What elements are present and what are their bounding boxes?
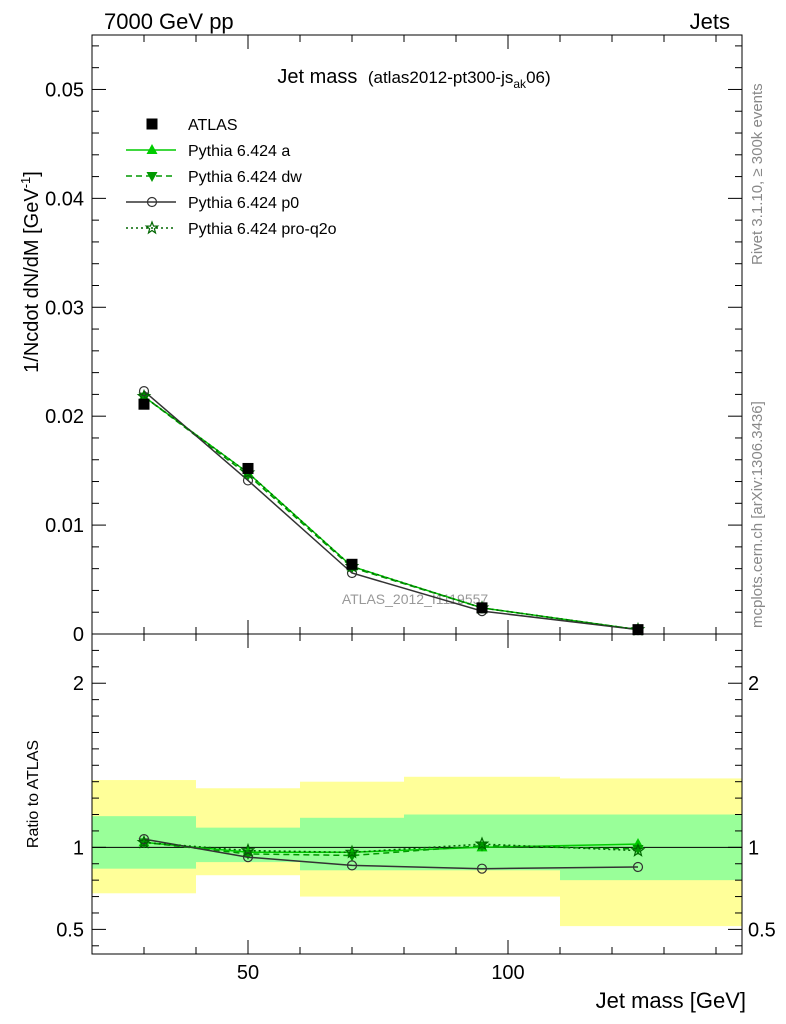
x-tick-label: 50 bbox=[237, 962, 259, 984]
main-y-axis-label: 1/Ncdot dN/dM [GeV-1] bbox=[18, 171, 43, 373]
main-y-axis-label-sup: -1 bbox=[18, 177, 33, 189]
ratio-y-tick-label-right: 2 bbox=[748, 673, 759, 695]
main-subtitle-end: 06) bbox=[526, 68, 551, 87]
ratio-y-tick-label-right: 0.5 bbox=[748, 919, 776, 941]
main-title: Jet mass (atlas2012-pt300-jsak06) bbox=[277, 66, 550, 91]
main-subtitle: (atlas2012-pt300-js bbox=[368, 68, 514, 87]
ratio-point-pythia-6-424-p0 bbox=[632, 861, 644, 873]
ratio-line-pythia-6-424-p0 bbox=[143, 838, 639, 870]
analysis-watermark: ATLAS_2012_I1119557 bbox=[342, 591, 489, 607]
ratio-band-inner bbox=[300, 817, 404, 871]
legend-label-pythia-6-424-pro-q2o: Pythia 6.424 pro-q2o bbox=[188, 221, 337, 238]
main-y-tick-label: 0.03 bbox=[45, 297, 84, 319]
main-y-tick-label: 0.04 bbox=[45, 188, 84, 210]
main-y-tick-label: 0.05 bbox=[45, 79, 84, 101]
legend: ATLAS Pythia 6.424 a Pythia 6.424 dw Pythia… bbox=[126, 117, 337, 238]
legend-marker-pythia-6-424-p0 bbox=[146, 196, 158, 208]
legend-label-pythia-6-424-dw: Pythia 6.424 dw bbox=[188, 169, 302, 186]
ratio-plot-frame bbox=[91, 633, 743, 955]
legend-marker-atlas bbox=[146, 118, 158, 130]
main-point-atlas bbox=[138, 398, 150, 410]
ratio-point-pythia-6-424-pro-q2o bbox=[630, 842, 646, 857]
rivet-version-label: Rivet 3.1.10, ≥ 300k events bbox=[749, 83, 766, 265]
ratio-y-tick-label-left: 1 bbox=[73, 837, 84, 859]
ratio-y-tick-label-left: 0.5 bbox=[56, 919, 84, 941]
main-point-atlas bbox=[346, 558, 358, 570]
main-point-atlas bbox=[476, 602, 488, 614]
main-y-axis-label-end: ] bbox=[21, 171, 43, 177]
ratio-point-pythia-6-424-p0 bbox=[346, 860, 358, 871]
main-point-atlas bbox=[632, 624, 644, 636]
header-left: 7000 GeV pp bbox=[104, 9, 234, 34]
ratio-series-group bbox=[136, 834, 646, 874]
main-series-group bbox=[136, 386, 646, 636]
ratio-y-tick-label-right: 1 bbox=[748, 837, 759, 859]
ratio-point-pythia-6-424-pro-q2o bbox=[474, 836, 490, 851]
ratio-point-pythia-6-424-dw bbox=[632, 844, 644, 855]
ratio-line-pythia-6-424-pro-q2o bbox=[143, 841, 639, 854]
main-y-axis-label-text: 1/Ncdot dN/dM [GeV bbox=[21, 188, 43, 373]
legend-label-atlas: ATLAS bbox=[188, 117, 238, 134]
main-point-pythia-6-424-p0 bbox=[138, 386, 150, 397]
x-axis-label: Jet mass [GeV] bbox=[596, 988, 746, 1013]
header-right: Jets bbox=[690, 9, 730, 34]
main-subtitle-sub: ak bbox=[513, 77, 527, 91]
ratio-point-pythia-6-424-p0 bbox=[138, 834, 150, 845]
legend-label-pythia-6-424-p0: Pythia 6.424 p0 bbox=[188, 195, 299, 212]
ratio-point-pythia-6-424-pro-q2o bbox=[344, 844, 360, 859]
main-title-text: Jet mass bbox=[277, 66, 357, 88]
main-line-pythia-6-424-p0 bbox=[143, 390, 639, 631]
axes-group: 0 0.01 0.02 0.03 0.04 0.05 0.5 0.5 1 1 2 2 50 100 bbox=[45, 34, 776, 984]
x-tick-label: 100 bbox=[491, 962, 524, 984]
ratio-point-pythia-6-424-p0 bbox=[476, 863, 488, 874]
legend-label-pythia-6-424-a: Pythia 6.424 a bbox=[188, 143, 290, 160]
legend-marker-pythia-6-424-a bbox=[146, 144, 158, 154]
ratio-point-pythia-6-424-pro-q2o bbox=[136, 834, 152, 849]
ratio-uncertainty-bands bbox=[92, 776, 742, 927]
main-y-tick-label: 0.02 bbox=[45, 406, 84, 428]
mcplots-url-label: mcplots.cern.ch [arXiv:1306.3436] bbox=[749, 401, 766, 628]
main-y-tick-label: 0.01 bbox=[45, 515, 84, 537]
ratio-y-axis-label: Ratio to ATLAS bbox=[25, 740, 42, 848]
ratio-y-tick-label-left: 2 bbox=[73, 673, 84, 695]
legend-marker-pythia-6-424-pro-q2o bbox=[144, 220, 160, 235]
main-y-tick-label: 0 bbox=[73, 624, 84, 646]
legend-marker-pythia-6-424-dw bbox=[146, 172, 158, 182]
main-point-atlas bbox=[242, 462, 254, 474]
ratio-point-pythia-6-424-pro-q2o bbox=[240, 842, 256, 857]
main-line-pythia-6-424-pro-q2o bbox=[143, 395, 639, 631]
